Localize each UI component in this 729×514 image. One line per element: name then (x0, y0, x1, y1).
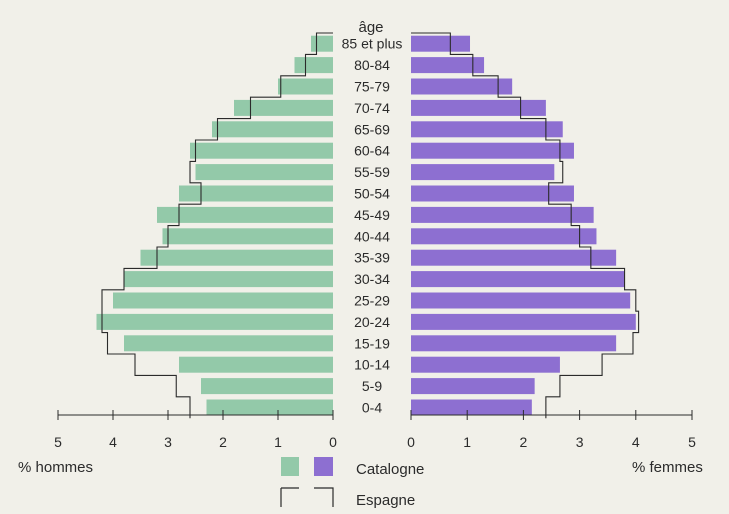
age-label-25-29: 25-29 (354, 293, 390, 309)
age-label-30-34: 30-34 (354, 271, 390, 287)
bar-catalogne-women-25-29 (411, 292, 631, 309)
age-label-40-44: 40-44 (354, 228, 390, 244)
bar-catalogne-women-65-69 (411, 121, 563, 138)
age-label-60-64: 60-64 (354, 143, 390, 159)
men-bars (96, 35, 333, 416)
bar-catalogne-women-75-79 (411, 78, 513, 95)
bar-catalogne-women-35-39 (411, 249, 617, 266)
bar-catalogne-men-70-74 (234, 99, 333, 116)
espagne-men-outline (101, 32, 333, 419)
bar-catalogne-men-5-9 (201, 378, 333, 395)
bar-catalogne-women-5-9 (411, 378, 535, 395)
x-axis-label-women: % femmes (632, 459, 703, 476)
x-tick-label-women-5: 5 (688, 434, 696, 450)
legend-swatch-catalogne-women (314, 457, 333, 476)
legend-label-espagne: Espagne (356, 492, 415, 509)
espagne-women-outline (411, 32, 640, 419)
bar-catalogne-men-75-79 (278, 78, 333, 95)
women-bars (411, 35, 636, 416)
bar-catalogne-women-15-19 (411, 335, 617, 352)
bar-catalogne-women-20-24 (411, 313, 636, 330)
x-tick-label-men-2: 2 (219, 434, 227, 450)
bar-catalogne-men-20-24 (96, 313, 333, 330)
bar-catalogne-men-65-69 (212, 121, 333, 138)
age-label-15-19: 15-19 (354, 335, 390, 351)
x-tick-label-men-3: 3 (164, 434, 172, 450)
x-tick-label-men-0: 0 (329, 434, 337, 450)
bar-catalogne-men-60-64 (190, 142, 333, 159)
bar-catalogne-men-35-39 (140, 249, 333, 266)
bar-catalogne-men-50-54 (179, 185, 333, 202)
x-tick-label-women-1: 1 (463, 434, 471, 450)
age-label-80-84: 80-84 (354, 57, 390, 73)
age-label-0-4: 0-4 (362, 400, 382, 416)
bar-catalogne-women-50-54 (411, 185, 574, 202)
age-label-85-et-plus: 85 et plus (342, 36, 403, 52)
x-tick-label-men-1: 1 (274, 434, 282, 450)
age-label-55-59: 55-59 (354, 164, 390, 180)
x-axes: 5 4 3 2 1 0 0 1 2 3 4 5 (54, 410, 696, 450)
bar-catalogne-women-45-49 (411, 206, 594, 223)
bar-catalogne-women-70-74 (411, 99, 546, 116)
x-tick-label-women-2: 2 (520, 434, 528, 450)
age-label-35-39: 35-39 (354, 250, 390, 266)
age-labels: 0-4 5-9 10-14 15-19 20-24 25-29 30-34 35-39 40-4… (342, 36, 403, 416)
age-label-20-24: 20-24 (354, 314, 390, 330)
age-label-10-14: 10-14 (354, 357, 390, 373)
bar-catalogne-men-10-14 (179, 356, 333, 373)
age-label-45-49: 45-49 (354, 207, 390, 223)
outline-espagne-men (101, 32, 333, 419)
age-axis-header: âge (358, 19, 383, 36)
legend: Catalogne Espagne (280, 457, 424, 509)
bar-catalogne-women-85-et-plus (411, 35, 471, 52)
bar-catalogne-women-55-59 (411, 164, 555, 181)
bar-catalogne-men-15-19 (124, 335, 333, 352)
bar-catalogne-men-25-29 (113, 292, 333, 309)
age-label-75-79: 75-79 (354, 79, 390, 95)
legend-swatch-catalogne-men (281, 457, 299, 476)
x-tick-label-men-5: 5 (54, 434, 62, 450)
bar-catalogne-men-80-84 (294, 57, 333, 74)
bar-catalogne-women-40-44 (411, 228, 597, 245)
bar-catalogne-men-30-34 (124, 271, 333, 288)
age-label-5-9: 5-9 (362, 378, 382, 394)
age-label-70-74: 70-74 (354, 100, 390, 116)
legend-swatch-espagne-men (280, 487, 299, 507)
x-axis-label-men: % hommes (18, 459, 93, 476)
bar-catalogne-men-55-59 (195, 164, 333, 181)
bar-catalogne-women-80-84 (411, 57, 485, 74)
bar-catalogne-women-0-4 (411, 399, 532, 416)
bar-catalogne-women-10-14 (411, 356, 560, 373)
bar-catalogne-men-85-et-plus (311, 35, 333, 52)
bar-catalogne-women-60-64 (411, 142, 574, 159)
x-tick-label-women-0: 0 (407, 434, 415, 450)
bar-catalogne-men-0-4 (206, 399, 333, 416)
bar-catalogne-men-45-49 (157, 206, 333, 223)
age-label-50-54: 50-54 (354, 186, 390, 202)
legend-swatch-espagne-women (314, 487, 334, 507)
outline-espagne-women (411, 32, 640, 419)
bar-catalogne-women-30-34 (411, 271, 625, 288)
x-tick-label-men-4: 4 (109, 434, 117, 450)
x-tick-label-women-3: 3 (576, 434, 584, 450)
age-label-65-69: 65-69 (354, 121, 390, 137)
x-tick-label-women-4: 4 (632, 434, 640, 450)
bar-catalogne-men-40-44 (162, 228, 333, 245)
legend-label-catalogne: Catalogne (356, 461, 424, 478)
